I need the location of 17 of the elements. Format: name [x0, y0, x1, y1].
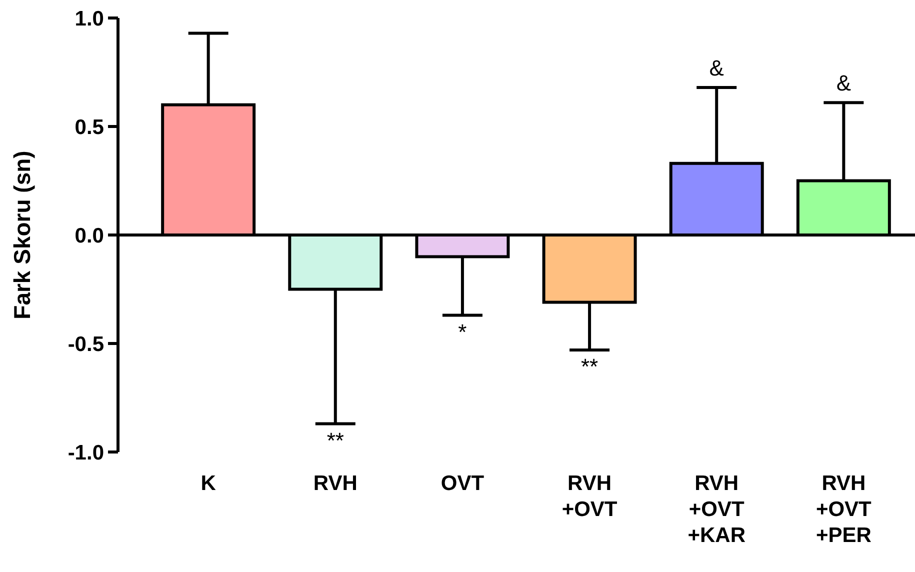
y-tick-label: 0.5 [74, 116, 104, 139]
x-tick-label: K [200, 472, 216, 495]
y-tick-label: -1.0 [68, 441, 104, 464]
y-tick-label: 0.0 [74, 224, 104, 248]
annotation: ** [580, 354, 599, 380]
x-tick-label: RVH [313, 472, 358, 495]
annotation: * [458, 319, 468, 344]
annotation: & [709, 55, 724, 80]
y-axis-title: Fark Skoru (sn) [9, 150, 35, 320]
x-tick-label: RVH +OVT [562, 472, 618, 521]
y-tick-label: 1.0 [74, 7, 104, 30]
annotation: ** [326, 428, 344, 453]
x-tick-label: RVH +OVT +PER [816, 472, 872, 547]
x-tick-label: OVT [440, 472, 484, 495]
y-tick-label: -0.5 [68, 332, 104, 356]
x-tick-label: RVH +OVT +KAR [688, 472, 746, 547]
annotation: & [836, 70, 852, 96]
